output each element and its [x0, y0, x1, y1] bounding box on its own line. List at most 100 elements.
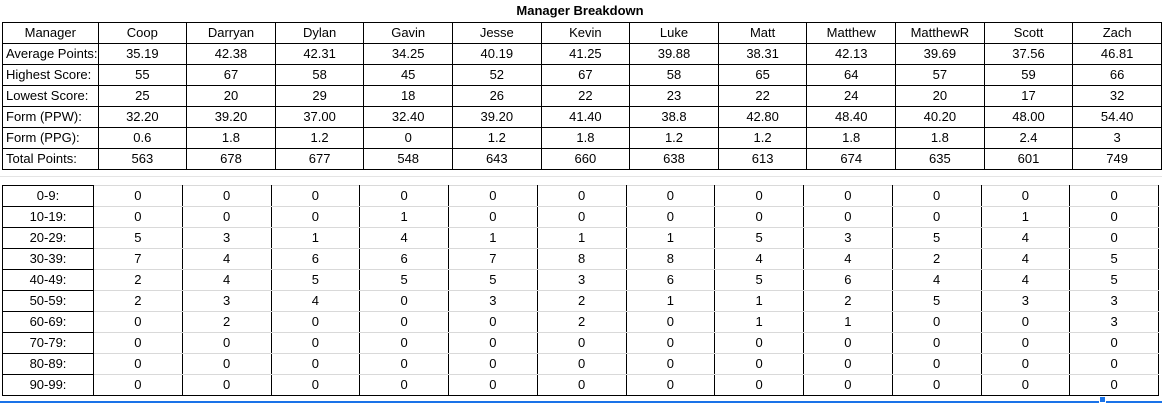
stat-value-cell[interactable]: 35.19	[97, 43, 188, 65]
stat-value-cell[interactable]: 2.4	[983, 127, 1074, 149]
distribution-value-cell[interactable]: 0	[980, 332, 1071, 354]
score-range-label-cell[interactable]: 60-69:	[2, 311, 94, 333]
distribution-value-cell[interactable]: 4	[181, 248, 272, 270]
distribution-value-cell[interactable]: 0	[536, 206, 627, 228]
distribution-value-cell[interactable]: 0	[359, 290, 449, 312]
distribution-value-cell[interactable]: 4	[359, 227, 449, 249]
distribution-value-cell[interactable]: 0	[891, 332, 982, 354]
stat-value-cell[interactable]: 32.40	[363, 106, 453, 128]
distribution-value-cell[interactable]: 4	[181, 269, 272, 291]
distribution-value-cell[interactable]: 0	[1069, 185, 1159, 207]
stat-value-cell[interactable]: 48.40	[806, 106, 897, 128]
stat-value-cell[interactable]: 58	[629, 64, 719, 86]
distribution-value-cell[interactable]: 5	[448, 269, 538, 291]
distribution-value-cell[interactable]: 7	[93, 248, 183, 270]
stat-value-cell[interactable]: 22	[717, 85, 808, 107]
distribution-value-cell[interactable]: 2	[536, 311, 627, 333]
distribution-value-cell[interactable]: 0	[181, 353, 272, 375]
distribution-value-cell[interactable]: 5	[714, 227, 804, 249]
distribution-value-cell[interactable]: 3	[448, 290, 538, 312]
stat-value-cell[interactable]: 1.2	[717, 127, 808, 149]
stat-value-cell[interactable]: 18	[363, 85, 453, 107]
distribution-value-cell[interactable]: 3	[181, 290, 272, 312]
distribution-value-cell[interactable]: 0	[448, 185, 538, 207]
stat-value-cell[interactable]: 37.00	[274, 106, 365, 128]
stat-value-cell[interactable]: 57	[895, 64, 985, 86]
distribution-value-cell[interactable]: 0	[714, 353, 804, 375]
distribution-value-cell[interactable]: 0	[891, 374, 982, 396]
distribution-value-cell[interactable]: 4	[803, 248, 893, 270]
distribution-value-cell[interactable]: 5	[1069, 269, 1159, 291]
distribution-value-cell[interactable]: 1	[714, 311, 804, 333]
stat-value-cell[interactable]: 38.31	[717, 43, 808, 65]
distribution-value-cell[interactable]: 4	[980, 227, 1071, 249]
stat-value-cell[interactable]: 37.56	[983, 43, 1074, 65]
manager-name-cell[interactable]: Darryan	[186, 22, 276, 44]
manager-name-cell[interactable]: Matthew	[806, 22, 897, 44]
stat-value-cell[interactable]: 20	[186, 85, 276, 107]
distribution-value-cell[interactable]: 0	[714, 332, 804, 354]
manager-name-cell[interactable]: Scott	[983, 22, 1074, 44]
distribution-value-cell[interactable]: 5	[270, 269, 361, 291]
distribution-value-cell[interactable]: 0	[181, 206, 272, 228]
stat-value-cell[interactable]: 34.25	[363, 43, 453, 65]
stat-value-cell[interactable]: 1.8	[540, 127, 631, 149]
distribution-value-cell[interactable]: 0	[181, 332, 272, 354]
stat-label-cell[interactable]: Total Points:	[2, 148, 99, 170]
stat-value-cell[interactable]: 29	[274, 85, 365, 107]
stat-value-cell[interactable]: 45	[363, 64, 453, 86]
distribution-value-cell[interactable]: 0	[803, 185, 893, 207]
distribution-value-cell[interactable]: 0	[625, 353, 716, 375]
distribution-value-cell[interactable]: 0	[359, 185, 449, 207]
distribution-value-cell[interactable]: 0	[1069, 353, 1159, 375]
stat-value-cell[interactable]: 64	[806, 64, 897, 86]
stat-value-cell[interactable]: 65	[717, 64, 808, 86]
distribution-value-cell[interactable]: 0	[270, 374, 361, 396]
stat-label-cell[interactable]: Highest Score:	[2, 64, 99, 86]
distribution-value-cell[interactable]: 3	[980, 290, 1071, 312]
stat-value-cell[interactable]: 643	[452, 148, 542, 170]
manager-name-cell[interactable]: Gavin	[363, 22, 453, 44]
distribution-value-cell[interactable]: 6	[359, 248, 449, 270]
distribution-value-cell[interactable]: 0	[1069, 332, 1159, 354]
stat-value-cell[interactable]: 42.80	[717, 106, 808, 128]
distribution-value-cell[interactable]: 1	[980, 206, 1071, 228]
stat-value-cell[interactable]: 24	[806, 85, 897, 107]
stat-value-cell[interactable]: 20	[895, 85, 985, 107]
distribution-value-cell[interactable]: 0	[891, 206, 982, 228]
header-corner-cell[interactable]: Manager	[2, 22, 99, 44]
distribution-value-cell[interactable]: 0	[93, 206, 183, 228]
distribution-value-cell[interactable]: 2	[891, 248, 982, 270]
distribution-value-cell[interactable]: 0	[625, 311, 716, 333]
distribution-value-cell[interactable]: 3	[536, 269, 627, 291]
selection-fill-handle[interactable]	[1099, 396, 1106, 403]
distribution-value-cell[interactable]: 0	[93, 332, 183, 354]
distribution-value-cell[interactable]: 0	[448, 374, 538, 396]
distribution-value-cell[interactable]: 0	[181, 185, 272, 207]
stat-value-cell[interactable]: 749	[1072, 148, 1162, 170]
stat-value-cell[interactable]: 635	[895, 148, 985, 170]
distribution-value-cell[interactable]: 0	[270, 332, 361, 354]
distribution-value-cell[interactable]: 2	[93, 269, 183, 291]
distribution-value-cell[interactable]: 0	[803, 332, 893, 354]
stat-value-cell[interactable]: 1.8	[186, 127, 276, 149]
manager-name-cell[interactable]: Coop	[97, 22, 188, 44]
distribution-value-cell[interactable]: 0	[714, 206, 804, 228]
distribution-value-cell[interactable]: 8	[625, 248, 716, 270]
stat-value-cell[interactable]: 46.81	[1072, 43, 1162, 65]
stat-label-cell[interactable]: Lowest Score:	[2, 85, 99, 107]
distribution-value-cell[interactable]: 0	[359, 311, 449, 333]
distribution-value-cell[interactable]: 0	[536, 353, 627, 375]
score-range-label-cell[interactable]: 80-89:	[2, 353, 94, 375]
distribution-value-cell[interactable]: 1	[803, 311, 893, 333]
distribution-value-cell[interactable]: 1	[536, 227, 627, 249]
stat-value-cell[interactable]: 0	[363, 127, 453, 149]
distribution-value-cell[interactable]: 0	[448, 206, 538, 228]
distribution-value-cell[interactable]: 4	[270, 290, 361, 312]
stat-value-cell[interactable]: 17	[983, 85, 1074, 107]
distribution-value-cell[interactable]: 0	[448, 353, 538, 375]
distribution-value-cell[interactable]: 0	[714, 374, 804, 396]
stat-value-cell[interactable]: 601	[983, 148, 1074, 170]
distribution-value-cell[interactable]: 0	[448, 311, 538, 333]
distribution-value-cell[interactable]: 0	[803, 374, 893, 396]
